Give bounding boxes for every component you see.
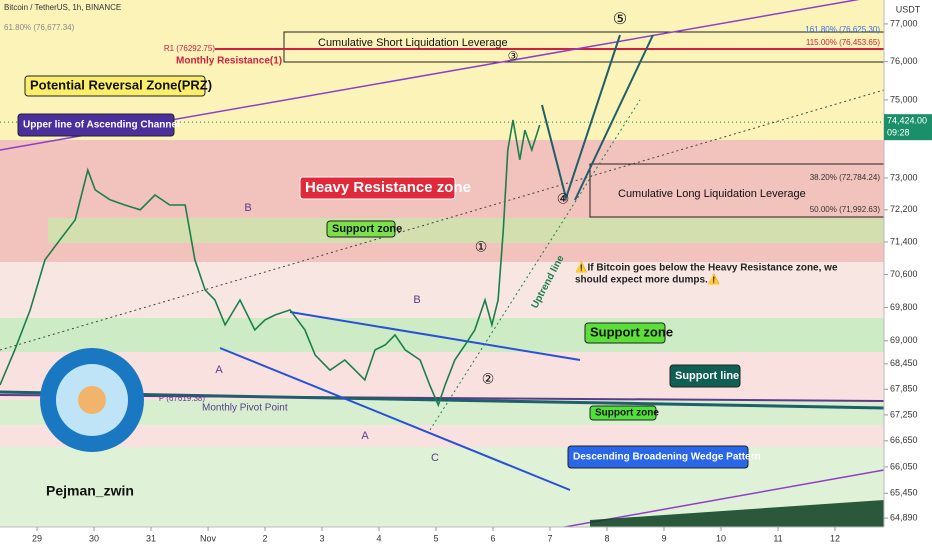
annotation-box xyxy=(567,445,749,469)
price-level-label: 115.00% (76,453.65) xyxy=(806,38,880,47)
annotation: Support zone xyxy=(332,223,402,235)
y-tick-label: 67,250 xyxy=(890,409,918,419)
last-price-tag xyxy=(884,114,932,141)
annotation: should expect more dumps.⚠️ xyxy=(575,273,720,286)
x-tick-label: 6 xyxy=(491,533,496,543)
wave-label: A xyxy=(215,364,223,376)
annotation-box xyxy=(584,322,666,344)
wave-label: ③ xyxy=(508,49,519,63)
x-tick-label: 30 xyxy=(89,533,99,543)
price-level-label: 161.80% (76,625.30) xyxy=(805,25,880,34)
annotation-box xyxy=(589,405,657,421)
annotation: Monthly Pivot Point xyxy=(202,403,288,414)
y-tick-label: 66,650 xyxy=(890,435,918,445)
annotation: Support zone xyxy=(595,408,659,419)
wave-label: A xyxy=(361,430,369,442)
wave-label: B xyxy=(413,294,420,306)
y-tick-label: 64,890 xyxy=(890,512,918,522)
wedge-lower xyxy=(219,347,571,491)
annotation: Cumulative Short Liquidation Leverage xyxy=(318,37,508,49)
x-tick-label: 10 xyxy=(716,533,726,543)
last-price-time: 09:28 xyxy=(887,128,910,138)
y-tick-label: 76,000 xyxy=(890,56,918,66)
support-zone xyxy=(0,318,884,352)
annotation-box xyxy=(17,113,175,137)
y-tick-label: 71,400 xyxy=(890,236,918,246)
annotation: ⚠️If Bitcoin goes below the Heavy Resist… xyxy=(575,261,838,274)
y-tick-label: 77,000 xyxy=(890,18,918,28)
y-tick-label: 69,000 xyxy=(890,335,918,345)
y-tick-label: 75,000 xyxy=(890,94,918,104)
x-tick-label: 11 xyxy=(773,533,782,543)
y-tick-label: 65,450 xyxy=(890,488,918,498)
annotation-box xyxy=(299,176,456,200)
x-tick-label: 8 xyxy=(604,533,609,543)
wave-label: B xyxy=(244,202,251,214)
uptrend-line xyxy=(429,99,641,431)
support-line xyxy=(0,390,885,410)
wave-label: ④ xyxy=(557,191,570,207)
support-band xyxy=(48,218,884,243)
price-level-label: P (67619.38) xyxy=(159,394,205,403)
price-level-label: 50.00% (71,992.63) xyxy=(810,205,881,214)
annotation-box xyxy=(669,364,741,388)
bottom-wedge xyxy=(590,500,884,527)
x-tick-label: 2 xyxy=(263,533,268,543)
annotation: Cumulative Long Liquidation Leverage xyxy=(618,188,806,200)
x-tick-label: 5 xyxy=(434,533,439,543)
last-price-label: 74,424.00 xyxy=(887,116,927,126)
annotation: Descending Broadening Wedge Pattern xyxy=(573,452,761,463)
y-unit: USDT xyxy=(896,4,921,14)
annotation: Pejman_zwin xyxy=(46,483,134,499)
x-tick-label: 3 xyxy=(320,533,325,543)
x-tick-label: 31 xyxy=(146,533,156,543)
wedge-upper xyxy=(289,311,581,361)
channel-mid xyxy=(0,89,885,351)
wave-label: ② xyxy=(482,371,495,387)
y-tick-label: 67,850 xyxy=(890,384,918,394)
logo xyxy=(40,348,144,452)
annotation-box xyxy=(24,75,206,97)
wave-label: ① xyxy=(475,239,488,255)
light-zone xyxy=(0,425,884,447)
annotation: Monthly Resistance(1) xyxy=(176,56,282,67)
x-tick-label: 4 xyxy=(377,533,382,543)
wave-label: ⑤ xyxy=(613,11,627,28)
chart-title: Bitcoin / TetherUS, 1h, BINANCE xyxy=(4,3,121,12)
y-tick-label: 73,000 xyxy=(890,172,918,182)
x-tick-label: 12 xyxy=(830,533,840,543)
annotation: Support line xyxy=(675,370,739,382)
x-tick-label: 9 xyxy=(661,533,666,543)
logo-face xyxy=(78,386,106,414)
annotation: Heavy Resistance zone xyxy=(305,179,471,196)
annotation: Support zone xyxy=(590,324,673,339)
y-tick-label: 66,050 xyxy=(890,461,918,471)
x-tick-label: 7 xyxy=(547,533,552,543)
y-axis-area xyxy=(884,0,932,550)
projection-arrow xyxy=(541,34,621,202)
price-level-label: R1 (76292.75) xyxy=(164,44,215,53)
x-tick-label: 29 xyxy=(32,533,42,543)
annotation: Upper line of Ascending Channel xyxy=(23,120,180,131)
projection-arrow xyxy=(574,34,654,201)
y-tick-label: 68,450 xyxy=(890,358,918,368)
y-tick-label: 70,600 xyxy=(890,269,918,279)
price-line xyxy=(0,119,541,408)
annotation: Potential Reversal Zone(PRZ) xyxy=(30,77,212,92)
y-tick-label: 69,800 xyxy=(890,302,918,312)
resistance-zone xyxy=(0,140,884,262)
y-tick-label: 72,200 xyxy=(890,204,918,214)
wave-label: C xyxy=(431,452,439,464)
x-axis-area xyxy=(0,527,932,550)
light-zone xyxy=(0,262,884,318)
price-level-label: 61.80% (76,677.34) xyxy=(4,23,75,32)
price-level-label: 38.20% (72,784.24) xyxy=(810,173,881,182)
annotation-box xyxy=(326,220,396,238)
x-tick-label: Nov xyxy=(200,533,217,543)
